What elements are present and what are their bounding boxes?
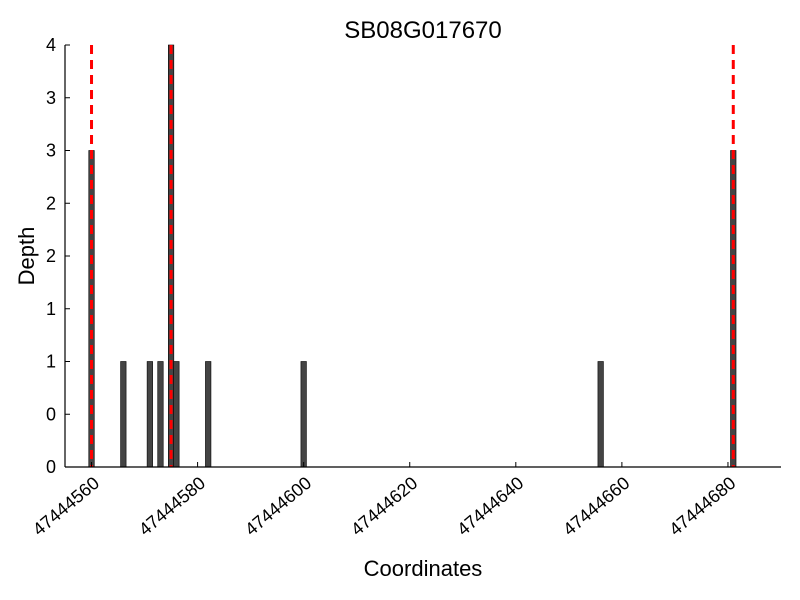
y-ticks: 0 0 1 1 2 2 3 3 4 — [46, 35, 70, 477]
y-axis-title: Depth — [14, 227, 39, 286]
y-tick-label: 0 — [46, 457, 56, 477]
y-tick-label: 3 — [46, 88, 56, 108]
chart-title: SB08G017670 — [344, 17, 501, 44]
bar — [146, 361, 153, 468]
y-tick-label: 4 — [46, 35, 56, 55]
bar — [173, 361, 180, 468]
bar — [597, 361, 604, 468]
x-ticks: 47444560 47444580 47444600 47444620 47444640… — [29, 462, 740, 540]
x-tick-label: 47444580 — [135, 473, 209, 540]
x-tick-label: 47444640 — [453, 473, 527, 540]
y-tick-label: 1 — [46, 299, 56, 319]
x-axis-title: Coordinates — [364, 556, 483, 581]
bar — [300, 361, 307, 468]
bar — [157, 361, 164, 468]
markers-layer — [90, 45, 735, 467]
bars-layer — [88, 44, 737, 468]
y-tick-label: 2 — [46, 246, 56, 266]
y-tick-label: 1 — [46, 352, 56, 372]
y-tick-label: 0 — [46, 404, 56, 424]
x-tick-label: 47444560 — [29, 473, 103, 540]
x-tick-label: 47444620 — [347, 473, 421, 540]
y-tick-label: 3 — [46, 141, 56, 161]
y-tick-label: 2 — [46, 193, 56, 213]
x-tick-label: 47444600 — [241, 473, 315, 540]
bar — [205, 361, 212, 468]
x-tick-label: 47444660 — [559, 473, 633, 540]
x-tick-label: 47444680 — [665, 473, 739, 540]
bar — [120, 361, 127, 468]
